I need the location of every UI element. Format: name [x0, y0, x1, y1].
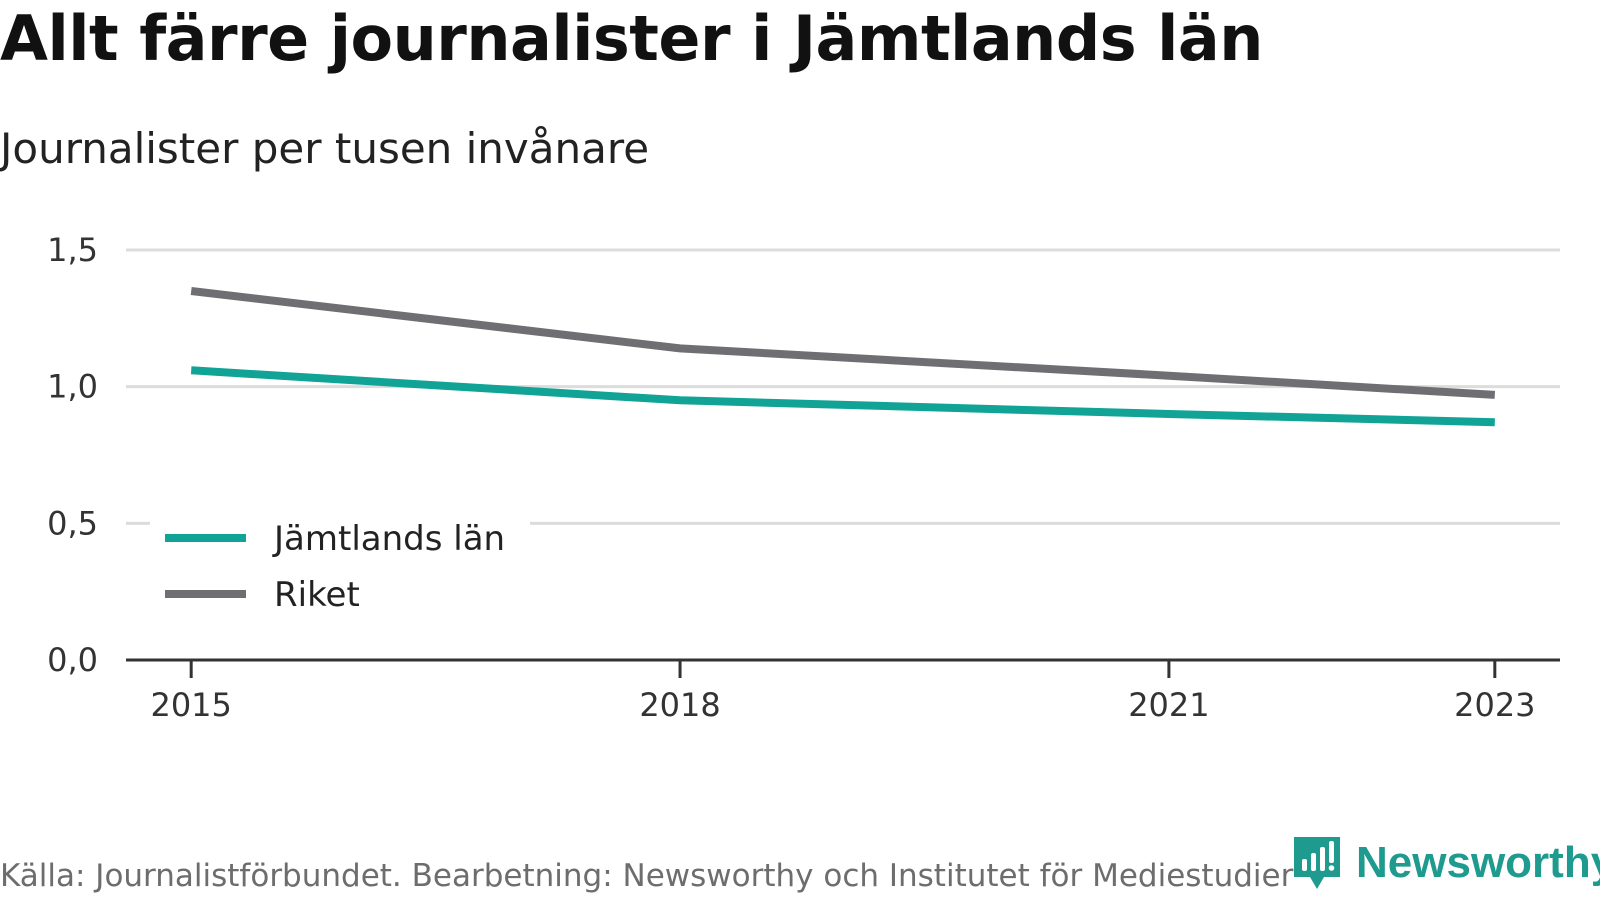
- y-tick-label: 1,5: [47, 231, 98, 269]
- x-tick-label: 2023: [1454, 686, 1535, 724]
- x-tick-label: 2021: [1128, 686, 1209, 724]
- y-tick-label: 1,0: [47, 368, 98, 406]
- y-axis-ticks: 0,0 0,5 1,0 1,5: [47, 231, 98, 679]
- series-line: [190, 366, 1495, 427]
- chart-subtitle: Journalister per tusen invånare: [0, 124, 650, 173]
- x-tick-label: 2015: [150, 686, 231, 724]
- series-lines: [190, 287, 1496, 427]
- chart-title: Allt färre journalister i Jämtlands län: [0, 2, 1263, 75]
- source-note: Källa: Journalistförbundet. Bearbetning:…: [0, 858, 1294, 894]
- y-tick-label: 0,5: [47, 504, 98, 542]
- newsworthy-logo-icon: [1294, 837, 1340, 889]
- x-axis-ticks: 2015 2018 2021 2023: [150, 660, 1536, 724]
- legend-label: Jämtlands län: [272, 519, 505, 559]
- series-line: [190, 287, 1496, 399]
- legend-label: Riket: [274, 575, 360, 615]
- legend-background: [150, 500, 530, 628]
- brand-logo: Newsworthy: [1292, 837, 1600, 889]
- y-tick-label: 0,0: [47, 641, 98, 679]
- brand-name: Newsworthy: [1356, 838, 1600, 887]
- x-tick-label: 2018: [639, 686, 720, 724]
- legend: Jämtlands län Riket: [150, 500, 530, 628]
